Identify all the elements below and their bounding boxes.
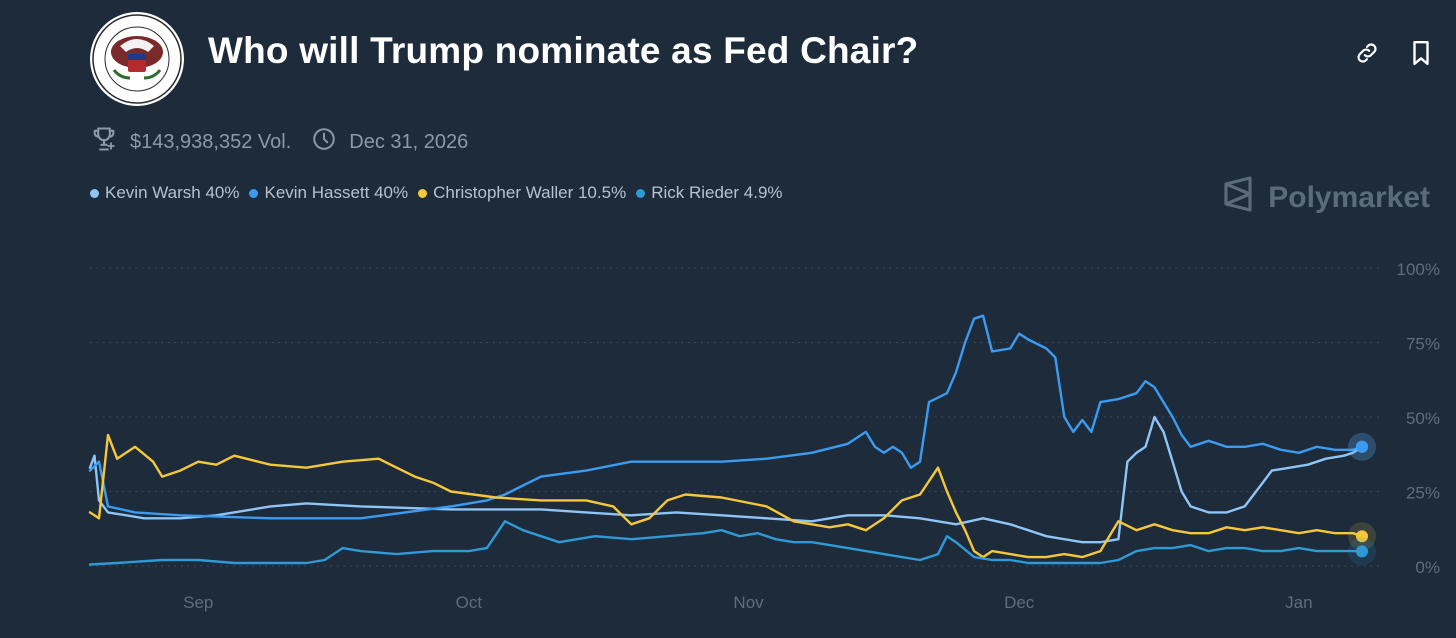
- y-tick-label: 50%: [1406, 409, 1440, 428]
- legend-entry-rieder[interactable]: Rick Rieder 4.9%: [636, 183, 783, 203]
- series-line-kevin-warsh: [88, 415, 1364, 544]
- market-meta: $143,938,352 Vol. Dec 31, 2026: [90, 125, 488, 159]
- chart-grid: [90, 267, 1380, 567]
- legend-dot: [249, 188, 259, 198]
- series-end-markers: [1348, 432, 1376, 566]
- series-end-point: [1356, 440, 1368, 453]
- legend-dot: [90, 188, 99, 198]
- y-tick-label: 0%: [1415, 558, 1440, 577]
- series-lines: [88, 314, 1364, 566]
- y-tick-label: 25%: [1406, 484, 1440, 503]
- y-tick-label: 100%: [1397, 260, 1440, 279]
- brand-name: Polymarket: [1268, 181, 1430, 214]
- x-tick-label: Nov: [733, 593, 764, 612]
- y-axis-ticks: 100% 75% 50% 25% 0%: [1397, 260, 1440, 577]
- polymarket-logo-icon: [1222, 176, 1254, 220]
- legend-dot: [636, 188, 646, 198]
- x-tick-label: Oct: [456, 593, 483, 612]
- legend-entry-warsh[interactable]: Kevin Warsh 40%: [90, 183, 239, 203]
- volume-text: $143,938,352 Vol.: [130, 130, 292, 153]
- legend-dot: [418, 188, 428, 198]
- x-tick-label: Dec: [1004, 593, 1035, 612]
- fed-seal-logo: [90, 12, 184, 106]
- end-date-text: Dec 31, 2026: [349, 130, 469, 153]
- legend-label: Kevin Warsh 40%: [105, 183, 240, 202]
- legend-entry-waller[interactable]: Christopher Waller 10.5%: [418, 183, 626, 203]
- y-tick-label: 75%: [1406, 335, 1440, 354]
- x-tick-label: Jan: [1285, 593, 1312, 612]
- x-axis-ticks: Sep Oct Nov Dec Jan: [183, 593, 1312, 612]
- legend-label: Kevin Hassett 40%: [264, 183, 409, 202]
- link-icon[interactable]: [1352, 38, 1382, 68]
- trophy-icon: [90, 125, 118, 159]
- x-tick-label: Sep: [183, 593, 213, 612]
- legend-label: Christopher Waller 10.5%: [433, 183, 627, 202]
- volume-stat: $143,938,352 Vol.: [90, 125, 291, 159]
- end-date-stat: Dec 31, 2026: [311, 126, 468, 158]
- bookmark-icon[interactable]: [1406, 38, 1436, 68]
- polymarket-brand: Polymarket: [1222, 176, 1430, 220]
- clock-icon: [311, 126, 337, 158]
- legend-entry-hassett[interactable]: Kevin Hassett 40%: [249, 183, 408, 203]
- series-line-kevin-hassett: [88, 314, 1364, 520]
- page-title: Who will Trump nominate as Fed Chair?: [208, 30, 919, 71]
- header-actions: [1352, 38, 1436, 68]
- series-end-point: [1356, 530, 1368, 543]
- chart-legend: Kevin Warsh 40% Kevin Hassett 40% Christ…: [90, 183, 793, 203]
- series-line-rick-rieder: [88, 520, 1364, 566]
- legend-label: Rick Rieder 4.9%: [651, 183, 783, 202]
- series-line-christopher-waller: [88, 433, 1364, 559]
- series-end-point: [1356, 545, 1368, 558]
